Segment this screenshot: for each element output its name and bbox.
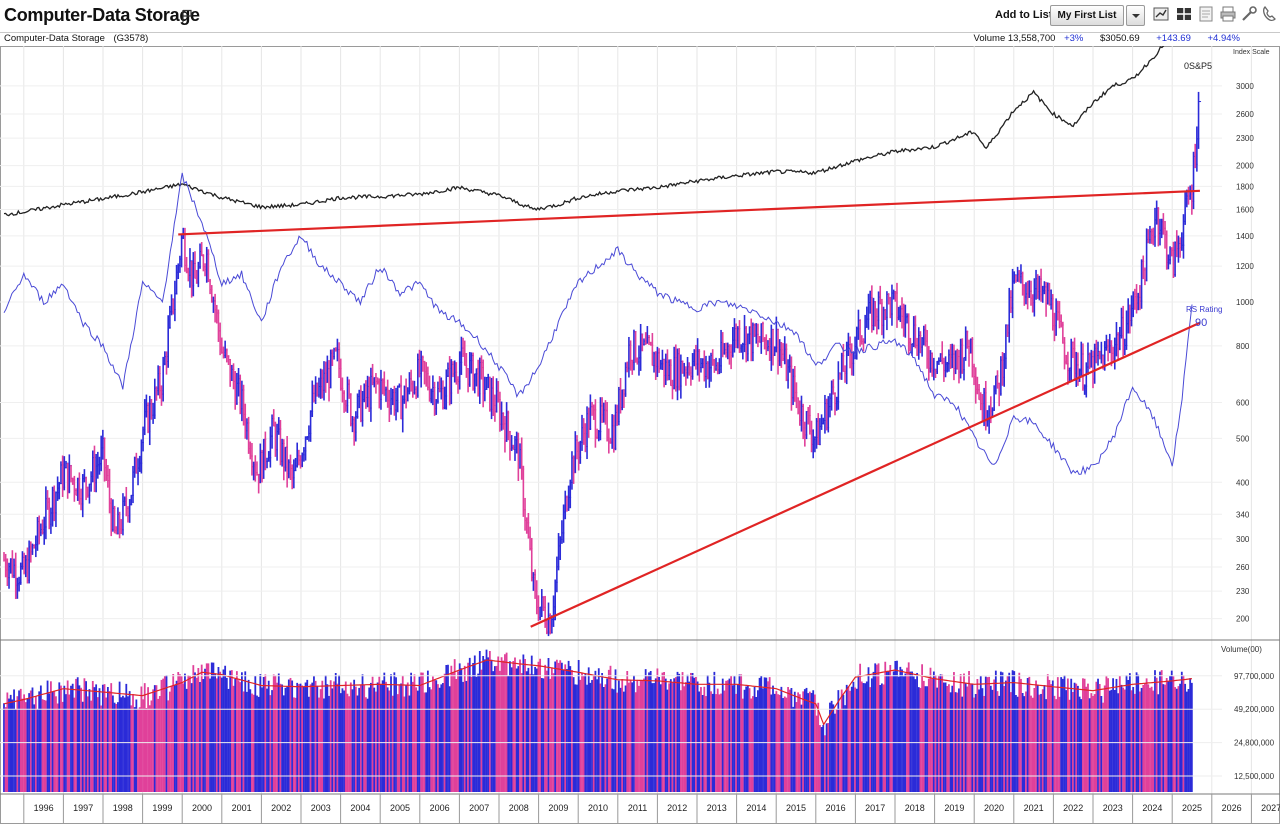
volume-tick-label: 12,500,000: [1234, 772, 1275, 781]
x-tick-label: 2022: [1063, 803, 1083, 813]
x-tick-label: 2012: [667, 803, 687, 813]
volume-tick-label: 97,700,000: [1234, 672, 1275, 681]
x-tick-label: 1998: [113, 803, 133, 813]
price-tick-label: 260: [1236, 563, 1250, 572]
quote-bar: Computer-Data Storage (G3578) Volume 13,…: [0, 33, 1280, 47]
x-tick-label: 2015: [786, 803, 806, 813]
x-tick-label: 2027: [1261, 803, 1280, 813]
phone-icon[interactable]: [1261, 5, 1277, 23]
x-tick-label: 2018: [905, 803, 925, 813]
toolbar: Computer-Data Storage Add to List: My Fi…: [0, 0, 1280, 33]
x-tick-label: 2009: [548, 803, 568, 813]
chevron-down-icon[interactable]: [1126, 5, 1145, 26]
price-tick-label: 200: [1236, 615, 1250, 624]
price-tick-label: 230: [1236, 587, 1250, 596]
volume-change: +3%: [1064, 33, 1084, 44]
sp500-label: 0S&P5: [1184, 61, 1212, 71]
x-tick-label: 2006: [430, 803, 450, 813]
price-tick-label: 1000: [1236, 298, 1254, 307]
x-tick-label: 1997: [73, 803, 93, 813]
sp500-line: [3, 46, 1165, 217]
trendline-support: [530, 321, 1201, 628]
volume-value: Volume 13,558,700: [973, 33, 1056, 44]
price-tick-label: 2000: [1236, 162, 1254, 171]
volume-tick-label: 49,200,000: [1234, 705, 1275, 714]
tools-icon[interactable]: [1240, 5, 1258, 23]
price-tick-label: 1400: [1236, 232, 1254, 241]
price-change: +143.69: [1156, 33, 1191, 44]
export-icon[interactable]: [1197, 5, 1215, 23]
x-tick-label: 2005: [390, 803, 410, 813]
x-tick-label: 2002: [271, 803, 291, 813]
x-tick-label: 2004: [350, 803, 370, 813]
print-icon[interactable]: [1219, 5, 1237, 23]
price-tick-label: 3000: [1236, 82, 1254, 91]
trendline-resistance: [178, 189, 1200, 236]
price-tick-label: 600: [1236, 399, 1250, 408]
x-tick-label: 2011: [628, 803, 647, 813]
price-tick-label: 2300: [1236, 134, 1254, 143]
volume-axis-title: Volume(00): [1221, 645, 1262, 654]
price-tick-label: 300: [1236, 535, 1250, 544]
price-tick-label: 1200: [1236, 262, 1254, 271]
x-tick-label: 2026: [1222, 803, 1242, 813]
add-to-list-label: Add to List:: [995, 9, 1057, 21]
x-tick-label: 2021: [1024, 803, 1044, 813]
price-tick-label: 800: [1236, 342, 1250, 351]
x-tick-label: 2003: [311, 803, 331, 813]
flag-icon[interactable]: [181, 9, 193, 23]
x-tick-label: 1999: [152, 803, 172, 813]
x-tick-label: 2001: [232, 803, 252, 813]
price-tick-label: 340: [1236, 510, 1250, 519]
volume-bars: [3, 649, 1193, 792]
x-axis: 1996 1997 1998 1999 2000 2001 2002 2003 2004 2005…: [23, 794, 1280, 824]
price-tick-label: 500: [1236, 434, 1250, 443]
price-tick-label: 2600: [1236, 110, 1254, 119]
rs-line: [3, 172, 1193, 476]
x-tick-label: 2008: [509, 803, 529, 813]
price-volume-chart[interactable]: 200 230 260 300 340 400 500 600 800 1000 1200 1400 1…: [0, 46, 1280, 824]
x-tick-label: 2017: [865, 803, 885, 813]
symbol-info: Computer-Data Storage (G3578): [4, 33, 148, 44]
x-tick-label: 2007: [469, 803, 489, 813]
x-tick-label: 2023: [1103, 803, 1123, 813]
group-name: Computer-Data Storage: [4, 33, 105, 44]
quote-values: Volume 13,558,700 +3% $3050.69 +143.69 +…: [968, 33, 1240, 44]
x-tick-label: 2000: [192, 803, 212, 813]
x-tick-label: 2014: [746, 803, 766, 813]
x-tick-label: 2025: [1182, 803, 1202, 813]
rs-rating-value: 90: [1195, 317, 1207, 329]
price-tick-label: 1800: [1236, 182, 1254, 191]
rs-rating-label: RS Rating: [1186, 305, 1222, 314]
x-tick-label: 2020: [984, 803, 1004, 813]
price-tick-label: 1600: [1236, 206, 1254, 215]
chart-icon[interactable]: [1152, 5, 1170, 23]
x-tick-label: 2019: [944, 803, 964, 813]
list-select[interactable]: My First List: [1050, 5, 1124, 26]
x-tick-label: 2016: [826, 803, 846, 813]
volume-tick-label: 24,800,000: [1234, 739, 1275, 748]
x-tick-label: 1996: [34, 803, 54, 813]
x-tick-label: 2024: [1142, 803, 1162, 813]
price-tick-label: 400: [1236, 478, 1250, 487]
x-tick-label: 2010: [588, 803, 608, 813]
grid-icon[interactable]: [1175, 5, 1193, 23]
x-tick-label: 2013: [707, 803, 727, 813]
price-change-pct: +4.94%: [1207, 33, 1241, 44]
page-title: Computer-Data Storage: [4, 5, 200, 25]
price-value: $3050.69: [1099, 33, 1140, 44]
axis-label-index: Index Scale: [1233, 49, 1270, 56]
group-code: (G3578): [113, 33, 149, 44]
